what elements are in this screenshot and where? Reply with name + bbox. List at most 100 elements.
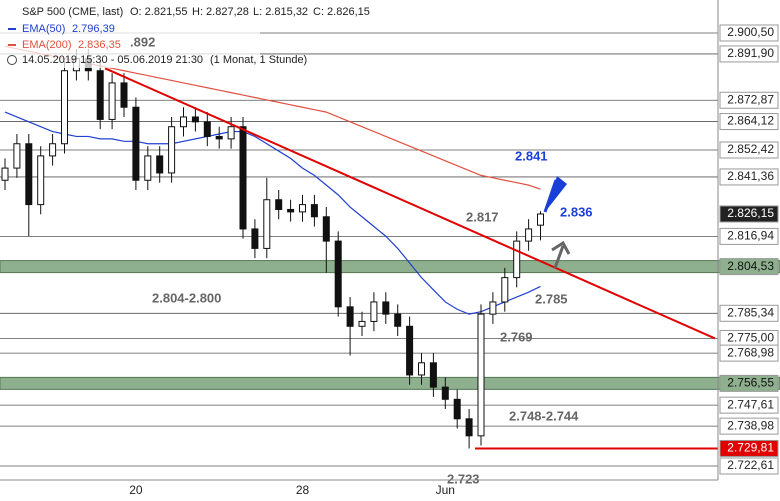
open: O: 2.821,55 [130, 6, 188, 18]
y-tick-label: 2.775,00 [727, 331, 774, 345]
annotation: .892 [130, 34, 155, 49]
candle-body [394, 313, 402, 327]
annotation: 2.841 [515, 148, 548, 163]
y-tick-label-box [719, 457, 779, 475]
x-tick-label: Jun [436, 483, 455, 497]
x-tick-label: 20 [129, 483, 143, 497]
low: L: 2.815,32 [253, 6, 308, 18]
candle-body [227, 126, 235, 140]
candle-body [501, 277, 509, 303]
candle-body [25, 143, 33, 206]
zone-label-box [719, 258, 779, 276]
candle-body [418, 362, 425, 376]
candle-body [513, 240, 521, 279]
annotation: 2.748-2.744 [509, 408, 579, 423]
y-tick-label-box [719, 304, 779, 322]
y-tick-label-box [719, 113, 779, 131]
symbol: S&P 500 (CME, last) [22, 6, 123, 18]
clock-icon [7, 55, 17, 65]
candle-body [132, 106, 140, 181]
y-tick-label-box [719, 45, 779, 63]
candle-body [287, 208, 295, 213]
y-tick-label: 2.872,87 [727, 92, 774, 106]
candle-body [453, 398, 461, 420]
candle-body [537, 213, 544, 226]
candle-body [370, 301, 378, 322]
y-tick-label: 2.864,12 [727, 114, 774, 128]
annotation: 2.723 [447, 471, 480, 486]
last-price-label-box [719, 205, 779, 223]
last-price-label: 2.826,15 [727, 206, 774, 220]
grid [0, 32, 780, 467]
y-tick-label: 2.768,98 [727, 345, 774, 359]
candle-body [180, 116, 187, 128]
candle-body [382, 301, 390, 315]
candle-body [489, 301, 497, 315]
annotation: 2.804-2.800 [152, 290, 221, 305]
candle-body [49, 143, 57, 157]
candle-body [429, 362, 437, 388]
y-tick-label: 2.722,61 [727, 458, 774, 472]
zone-label-box [719, 374, 779, 392]
candle-body [156, 155, 164, 174]
candle-body [1, 167, 9, 181]
date-range: 14.05.2019 15:30 - 05.06.2019 21:30 [22, 54, 203, 66]
y-tick-label-box [719, 91, 779, 109]
legend-ema50: EMA(50) [22, 23, 65, 35]
y-tick-label: 2.747,61 [727, 397, 774, 411]
y-tick-label-box [719, 168, 779, 186]
y-tick-label-box [719, 141, 779, 159]
candle-body [406, 325, 414, 376]
candle-body [13, 143, 21, 169]
legend-ema200-value: 2.836,35 [78, 39, 121, 51]
close: C: 2.826,15 [313, 6, 370, 18]
y-tick-label-box [719, 24, 779, 42]
header-bg [0, 0, 260, 68]
high: H: 2.827,28 [192, 6, 249, 18]
y-tick-label-box [719, 417, 779, 435]
plot [1, 45, 716, 449]
blue-arrow-shaft [543, 179, 558, 213]
candle-body [144, 155, 152, 181]
x-tick-label: 28 [296, 483, 310, 497]
zone-label: 2.804,53 [727, 259, 774, 273]
candle-body [299, 204, 306, 213]
candle-body [120, 82, 128, 108]
y-tick-label: 2.738,98 [727, 418, 774, 432]
y-tick-label: 2.816,94 [727, 229, 774, 243]
zone [0, 260, 780, 274]
y-tick-label: 2.785,34 [727, 305, 774, 319]
y-tick-label: 2.900,50 [727, 25, 774, 39]
annotation: 2.836 [560, 204, 593, 219]
candle-body [477, 313, 485, 437]
candle-body [358, 320, 366, 327]
candle-body [96, 70, 104, 120]
candle-body [465, 418, 473, 437]
candle-body [346, 306, 354, 327]
candle-body [310, 204, 318, 218]
gray-arrow-head [551, 240, 571, 255]
support-label: 2.729,81 [727, 441, 774, 455]
blue-arrow [545, 176, 567, 212]
y-tick-label-box [719, 396, 779, 414]
candle-body [168, 126, 176, 174]
candle-body [61, 70, 68, 145]
annotation: 2.769 [500, 329, 533, 344]
candle-body [275, 199, 283, 210]
candle-body [334, 240, 342, 308]
legend-ema50-value: 2.796,39 [72, 23, 115, 35]
candle-body [263, 199, 271, 249]
y-tick-label: 2.841,36 [727, 169, 774, 183]
zone-label: 2.756,55 [727, 376, 774, 390]
candle-body [203, 121, 211, 137]
gray-arrow [553, 245, 565, 269]
candle-body [191, 116, 199, 123]
candle-body [525, 228, 533, 242]
candle-body [251, 228, 259, 249]
y-tick-label: 2.891,90 [727, 46, 774, 60]
support-label-box [719, 439, 779, 457]
annotation: 2.785 [535, 291, 568, 306]
candle-body [441, 386, 449, 400]
zone [0, 376, 780, 390]
